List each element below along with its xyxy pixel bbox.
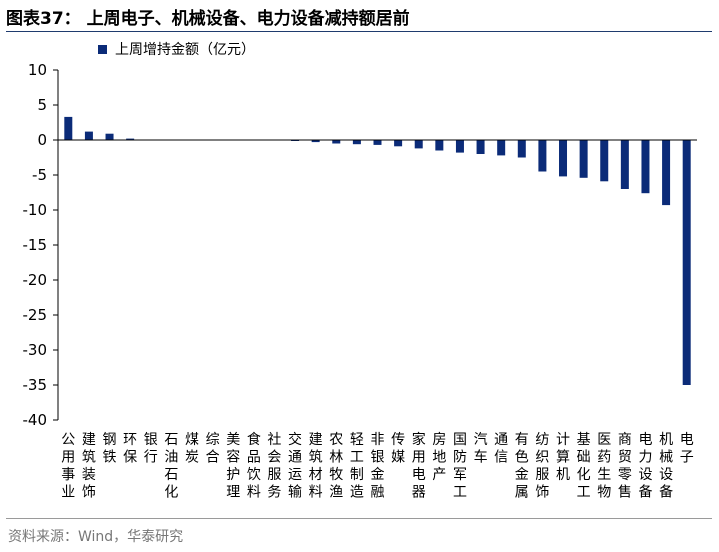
x-tick-label: 交通运输 bbox=[288, 431, 302, 501]
y-tick-label: -10 bbox=[23, 201, 48, 219]
bar-27 bbox=[600, 140, 609, 182]
legend-label: 上周增持金额（亿元） bbox=[115, 42, 255, 58]
bar-1 bbox=[64, 116, 73, 140]
x-tick-label: 基础化工 bbox=[577, 431, 591, 501]
y-tick-label: -35 bbox=[23, 376, 48, 394]
x-tick-label: 综合 bbox=[206, 432, 220, 466]
x-tick-label: 社会服务 bbox=[267, 432, 281, 501]
x-tick-label: 环保 bbox=[123, 432, 137, 466]
y-tick-label: -25 bbox=[23, 306, 48, 324]
x-tick-label: 轻工制造 bbox=[350, 432, 364, 501]
figure-title: 图表37： 上周电子、机械设备、电力设备减持额居前 bbox=[6, 9, 410, 29]
x-tick-label: 食品饮料 bbox=[247, 431, 261, 501]
bar-15 bbox=[352, 140, 361, 145]
legend-swatch bbox=[98, 45, 107, 54]
x-tick-label: 电力设备 bbox=[638, 432, 652, 501]
x-tick-label: 商贸零售 bbox=[618, 432, 632, 501]
bar-24 bbox=[538, 140, 547, 172]
x-tick-label: 医药生物 bbox=[597, 432, 611, 501]
bar-18 bbox=[414, 140, 423, 149]
x-tick-label: 公用事业 bbox=[61, 432, 75, 501]
y-tick-label: 5 bbox=[37, 96, 47, 114]
y-tick-label: -5 bbox=[32, 166, 47, 184]
bar-31 bbox=[682, 140, 691, 385]
x-tick-label: 计算机 bbox=[556, 432, 570, 483]
x-tick-label: 银行 bbox=[144, 432, 158, 466]
x-tick-label: 传媒 bbox=[391, 432, 405, 466]
source-note: 资料来源：Wind，华泰研究 bbox=[8, 529, 184, 545]
y-tick-label: 0 bbox=[37, 131, 47, 149]
x-tick-label: 煤炭 bbox=[185, 432, 199, 466]
y-tick-label: -15 bbox=[23, 236, 48, 254]
bar-14 bbox=[332, 140, 341, 144]
y-tick-label: -40 bbox=[23, 411, 48, 429]
y-tick-label: 10 bbox=[28, 61, 47, 79]
bar-21 bbox=[476, 140, 485, 154]
x-tick-label: 通信 bbox=[494, 432, 508, 466]
y-tick-label: -30 bbox=[23, 341, 48, 359]
x-tick-label: 建筑装饰 bbox=[82, 432, 96, 501]
bar-2 bbox=[84, 131, 93, 140]
bar-16 bbox=[373, 140, 382, 145]
x-tick-label: 建筑材料 bbox=[309, 432, 323, 501]
x-tick-label: 钢铁 bbox=[103, 432, 117, 466]
bar-28 bbox=[620, 140, 629, 189]
bar-4 bbox=[126, 138, 135, 140]
x-tick-label: 石油石化 bbox=[164, 432, 178, 501]
x-tick-label: 机械设备 bbox=[659, 432, 673, 501]
bar-17 bbox=[394, 140, 403, 147]
bar-30 bbox=[662, 140, 671, 206]
x-tick-label: 电子 bbox=[680, 432, 694, 466]
bar-26 bbox=[579, 140, 588, 178]
bar-29 bbox=[641, 140, 650, 194]
x-tick-label: 非银金融 bbox=[371, 432, 385, 501]
bar-13 bbox=[311, 140, 320, 143]
x-tick-label: 纺织服饰 bbox=[535, 432, 549, 501]
x-tick-label: 农林牧渔 bbox=[329, 432, 343, 501]
bar-20 bbox=[455, 140, 464, 153]
title-divider bbox=[6, 31, 712, 32]
x-tick-label: 房地产 bbox=[432, 432, 446, 483]
x-tick-label: 有色金属 bbox=[515, 432, 529, 501]
bar-23 bbox=[517, 140, 526, 158]
x-tick-label: 汽车 bbox=[474, 432, 488, 466]
x-tick-label: 美容护理 bbox=[226, 432, 240, 501]
x-tick-label: 国防军工 bbox=[453, 432, 467, 501]
bar-25 bbox=[559, 140, 568, 177]
bar-3 bbox=[105, 133, 114, 140]
bar-22 bbox=[497, 140, 506, 156]
bar-19 bbox=[435, 140, 444, 151]
source-divider bbox=[6, 518, 712, 519]
x-tick-label: 家用电器 bbox=[412, 431, 426, 501]
y-tick-label: -20 bbox=[23, 271, 48, 289]
